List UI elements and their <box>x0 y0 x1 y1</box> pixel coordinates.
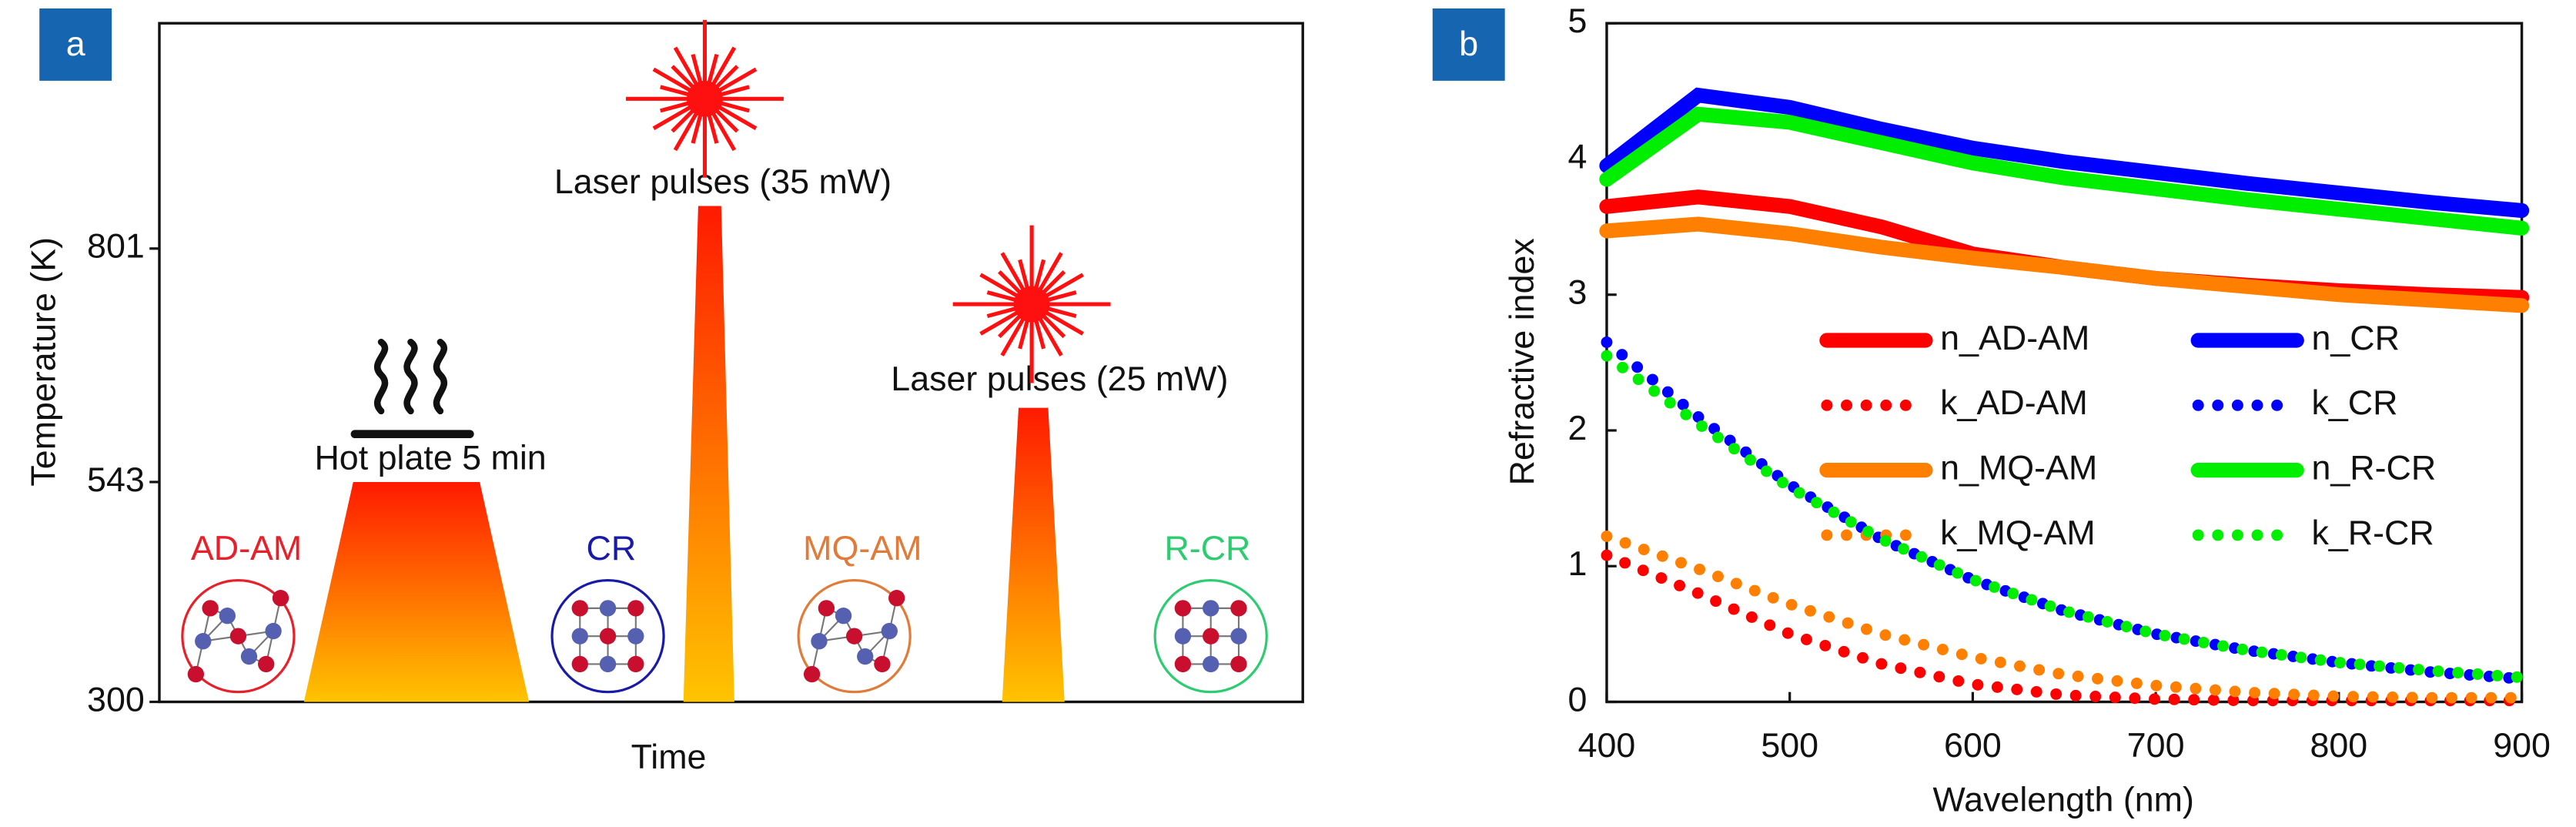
atom <box>195 633 212 650</box>
atom <box>187 665 205 683</box>
atom <box>803 665 821 683</box>
series-line <box>1601 350 2528 684</box>
atom <box>219 608 236 624</box>
atom <box>1174 600 1192 617</box>
atom <box>881 622 898 640</box>
panel-label: a <box>66 25 85 63</box>
atom <box>1174 655 1192 673</box>
atom <box>811 633 828 650</box>
atom <box>599 600 617 617</box>
y-tick-label: 3 <box>1567 273 1587 312</box>
legend-label: k_MQ-AM <box>1940 514 2096 552</box>
atom <box>1230 655 1247 673</box>
atom <box>240 648 258 665</box>
heating-profile <box>303 481 530 702</box>
atom <box>571 655 588 673</box>
y-tick-label: 4 <box>1567 137 1587 176</box>
x-axis-label: Wavelength (nm) <box>1933 781 2194 819</box>
atom <box>599 628 617 645</box>
atom <box>1230 628 1247 645</box>
series-line <box>1599 106 2530 236</box>
series-line <box>1599 87 2530 219</box>
y-tick-label: 300 <box>87 680 145 718</box>
atom <box>202 600 219 617</box>
atom <box>265 622 282 640</box>
atom <box>627 628 644 645</box>
x-tick-label: 900 <box>2493 726 2551 765</box>
state-label: MQ-AM <box>803 529 922 568</box>
atom <box>571 628 588 645</box>
x-tick-label: 600 <box>1944 726 2002 765</box>
legend-label: k_CR <box>2311 383 2397 422</box>
atom <box>272 590 289 607</box>
series-line <box>1601 530 2528 704</box>
atom <box>845 628 863 645</box>
y-tick-label: 0 <box>1567 680 1587 718</box>
legend-label: n_CR <box>2311 319 2400 357</box>
atom <box>857 648 874 665</box>
series-line <box>1599 216 2530 313</box>
atom <box>571 600 588 617</box>
x-axis-label: Time <box>631 738 707 776</box>
x-tick-label: 800 <box>2310 726 2367 765</box>
atom <box>1230 600 1247 617</box>
atom <box>1203 600 1219 617</box>
state-label: AD-AM <box>191 529 302 568</box>
atom <box>1203 655 1219 673</box>
x-tick-label: 700 <box>2127 726 2185 765</box>
laser-spot <box>1013 286 1050 323</box>
legend-label: k_R-CR <box>2311 514 2434 552</box>
atom <box>599 655 617 673</box>
legend-label: n_R-CR <box>2311 448 2436 487</box>
legend-label: n_AD-AM <box>1940 319 2089 357</box>
axes-frame <box>1605 22 2524 704</box>
heating-profile <box>1002 407 1065 702</box>
x-tick-label: 400 <box>1578 726 1636 765</box>
heat-icon <box>350 338 474 439</box>
y-tick-label: 801 <box>87 227 145 266</box>
heating-profile <box>683 206 734 702</box>
state-label: CR <box>586 529 636 568</box>
y-tick-label: 1 <box>1567 544 1587 583</box>
phase-label: Laser pulses (35 mW) <box>554 162 892 201</box>
series-line <box>1601 549 2528 707</box>
y-tick-label: 2 <box>1567 409 1587 447</box>
y-tick-label: 5 <box>1567 2 1587 40</box>
x-tick-label: 500 <box>1761 726 1818 765</box>
atom <box>874 655 891 673</box>
atom <box>1174 628 1192 645</box>
phase-label: Hot plate 5 min <box>314 439 546 477</box>
atom <box>229 628 247 645</box>
y-axis-label: Refractive index <box>1503 238 1541 485</box>
atom <box>627 655 644 673</box>
atom <box>818 600 835 617</box>
atom <box>258 655 275 673</box>
laser-spot <box>686 80 723 117</box>
legend-label: n_MQ-AM <box>1940 448 2097 487</box>
state-label: R-CR <box>1164 529 1250 568</box>
panel-badge <box>39 8 112 81</box>
panel-label: b <box>1459 25 1478 63</box>
atom <box>1203 628 1219 645</box>
y-axis-label: Temperature (K) <box>25 237 63 487</box>
atom <box>888 590 905 607</box>
legend-label: k_AD-AM <box>1940 383 2088 422</box>
atom <box>835 608 852 624</box>
atom <box>627 600 644 617</box>
panel-badge <box>1432 8 1505 81</box>
phase-label: Laser pulses (25 mW) <box>891 360 1228 398</box>
y-tick-label: 543 <box>87 460 145 499</box>
